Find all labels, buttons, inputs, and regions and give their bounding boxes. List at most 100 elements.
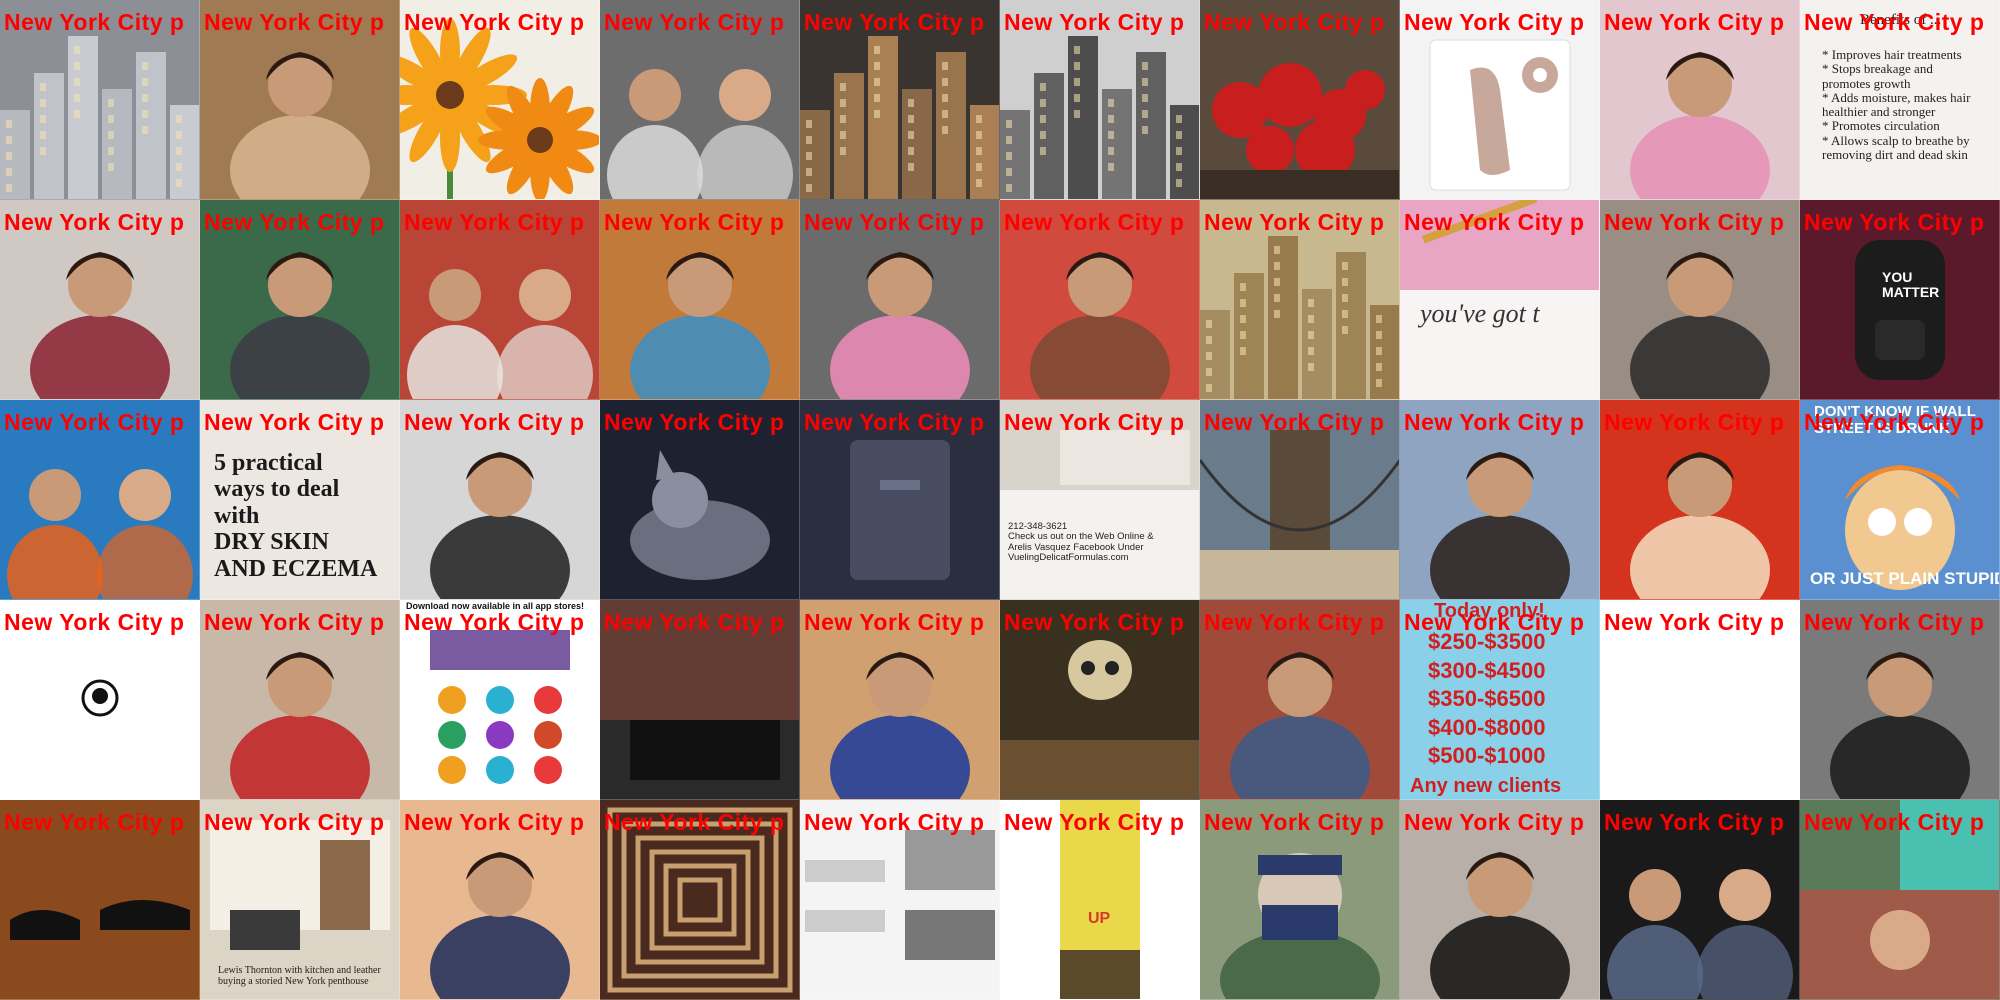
image-tile[interactable]: New York City p	[1200, 800, 1400, 1000]
dog-icon	[630, 450, 770, 580]
flower-icon	[400, 18, 599, 199]
product-icon	[1429, 39, 1571, 191]
tile-text-r3c7-footer: Any new clients	[1410, 775, 1562, 797]
person-icon	[1630, 252, 1770, 399]
tile-text-r4c5-sign: UP	[1088, 910, 1111, 927]
image-tile[interactable]: New York City p	[1600, 0, 1800, 200]
image-tile[interactable]: New York City p	[0, 800, 200, 1000]
image-tile[interactable]: New York City p	[800, 400, 1000, 600]
image-tile[interactable]: New York City p	[1200, 600, 1400, 800]
image-tile[interactable]: New York City p	[1200, 0, 1400, 200]
tile-text-r1c9-bag: YOU MATTER	[1882, 269, 1940, 301]
tile-text-r1c7-note: you've got t	[1420, 299, 1540, 328]
stationery-icon	[1400, 200, 1599, 290]
image-tile[interactable]: Benefits of ... * Improves hair treatment…	[1800, 0, 2000, 200]
image-tile[interactable]: New York City p	[1000, 0, 1200, 200]
image-tile[interactable]: New York City p	[400, 800, 600, 1000]
image-tile[interactable]: New York City p	[1400, 400, 1600, 600]
image-tile[interactable]: New York City p	[1400, 800, 1600, 1000]
building-icon	[800, 36, 999, 199]
person-icon	[230, 52, 370, 199]
tile-text-r0c9-body: * Improves hair treatments * Stops break…	[1822, 47, 1971, 163]
skull-icon	[1000, 640, 1199, 799]
image-tile[interactable]: New York City p	[800, 0, 1000, 200]
tile-text-r3c2-banner: Download now available in all app stores…	[406, 601, 585, 611]
image-tile[interactable]: New York City p	[400, 400, 600, 600]
person-icon	[230, 652, 370, 799]
image-tile[interactable]: Download now available in all app stores…	[400, 600, 600, 800]
image-tile[interactable]: New York City p	[200, 200, 400, 400]
image-tile[interactable]: New York City p	[400, 200, 600, 400]
backpack-icon	[1855, 240, 1945, 380]
image-tile[interactable]: New York City p	[1600, 600, 1800, 800]
image-tile[interactable]: New York City p	[600, 400, 800, 600]
tile-text-r2c9-top: DON'T KNOW IF WALL STREET IS DRUNK	[1814, 403, 1976, 437]
image-tile[interactable]: New York City p	[1200, 400, 1400, 600]
image-tile[interactable]: 212-348-3621 Check us out on the Web Onl…	[1000, 400, 1200, 600]
tile-text-r2c1-poster: 5 practical ways to deal with DRY SKIN A…	[214, 450, 378, 582]
two-people-icon	[7, 469, 193, 599]
image-tile[interactable]: New York City p	[200, 600, 400, 800]
image-tile[interactable]: New York City p	[600, 0, 800, 200]
person-icon	[30, 252, 170, 399]
logo-icon	[81, 679, 119, 717]
image-tile[interactable]: New York City p	[1600, 800, 1800, 1000]
two-people-icon	[1607, 869, 1793, 999]
image-tile[interactable]: New York City p	[0, 400, 200, 600]
tile-text-r3c7-prices: $250-$3500 $300-$4500 $350-$6500 $400-$8…	[1428, 629, 1546, 769]
image-tile[interactable]: New York City p	[1800, 600, 2000, 800]
person-icon	[1230, 652, 1370, 799]
cartoon-icon	[1845, 465, 1960, 590]
city-street-icon	[0, 36, 199, 199]
image-tile[interactable]: Today only! $250-$3500 $300-$4500 $350-$6…	[1400, 600, 1600, 800]
poster-icon	[1060, 800, 1140, 999]
image-tile[interactable]: New York City p	[600, 200, 800, 400]
image-tile[interactable]: New York City p	[1400, 0, 1600, 200]
image-tile[interactable]: New York City p	[1600, 200, 1800, 400]
shoes-icon	[10, 900, 190, 940]
person-icon	[1430, 452, 1570, 599]
image-tile[interactable]: New York City p	[1000, 200, 1200, 400]
tile-text-r2c9-bottom: OR JUST PLAIN STUPID	[1810, 569, 2000, 588]
kitchen-icon	[600, 600, 799, 780]
image-tile[interactable]: New York City p	[0, 0, 200, 200]
building-icon	[1000, 36, 1199, 199]
ornaments-icon	[1200, 63, 1399, 199]
image-tile[interactable]: New York City p	[200, 0, 400, 200]
image-tile[interactable]: New York City p	[1800, 800, 2000, 1000]
child-icon	[830, 652, 970, 799]
image-tile[interactable]: you've got t New York City p	[1400, 200, 1600, 400]
image-tile[interactable]: New York City p	[1000, 600, 1200, 800]
person-icon	[630, 252, 770, 399]
image-tile[interactable]: New York City p	[0, 200, 200, 400]
image-tile[interactable]: New York City p	[400, 0, 600, 200]
image-tile[interactable]: New York City p	[600, 800, 800, 1000]
image-tile[interactable]: New York City p	[1200, 200, 1400, 400]
image-tile[interactable]: New York City p	[1600, 400, 1800, 600]
image-tile[interactable]: YOU MATTER New York City p	[1800, 200, 2000, 400]
image-tile[interactable]: Lewis Thornton with kitchen and leather …	[200, 800, 400, 1000]
couple-portrait-icon	[607, 69, 793, 199]
image-tile[interactable]: New York City p	[800, 200, 1000, 400]
tile-text-r4c1-caption: Lewis Thornton with kitchen and leather …	[218, 965, 381, 987]
person-icon	[1830, 652, 1970, 799]
tile-text-r0c9-heading: Benefits of ...	[1860, 12, 1942, 28]
skyline-icon	[1200, 236, 1399, 399]
ceiling-icon	[607, 807, 793, 993]
image-tile[interactable]: 5 practical ways to deal with DRY SKIN A…	[200, 400, 400, 600]
image-tile[interactable]: UP New York City p	[1000, 800, 1200, 1000]
anime-character-icon	[1220, 853, 1380, 999]
image-tile[interactable]: DON'T KNOW IF WALL STREET IS DRUNK OR JUS…	[1800, 400, 2000, 600]
person-icon	[430, 852, 570, 999]
tile-text-r2c5-card: 212-348-3621 Check us out on the Web Onl…	[1008, 521, 1154, 564]
business-card-icon	[1000, 430, 1199, 599]
collage-icon	[1800, 800, 1999, 999]
image-tile[interactable]: New York City p	[0, 600, 200, 800]
person-icon	[1430, 852, 1570, 999]
image-tile[interactable]: New York City p	[800, 800, 1000, 1000]
two-people-icon	[407, 269, 593, 399]
image-tile[interactable]: New York City p	[800, 600, 1000, 800]
person-icon	[1630, 52, 1770, 199]
image-tile[interactable]: New York City p	[600, 600, 800, 800]
